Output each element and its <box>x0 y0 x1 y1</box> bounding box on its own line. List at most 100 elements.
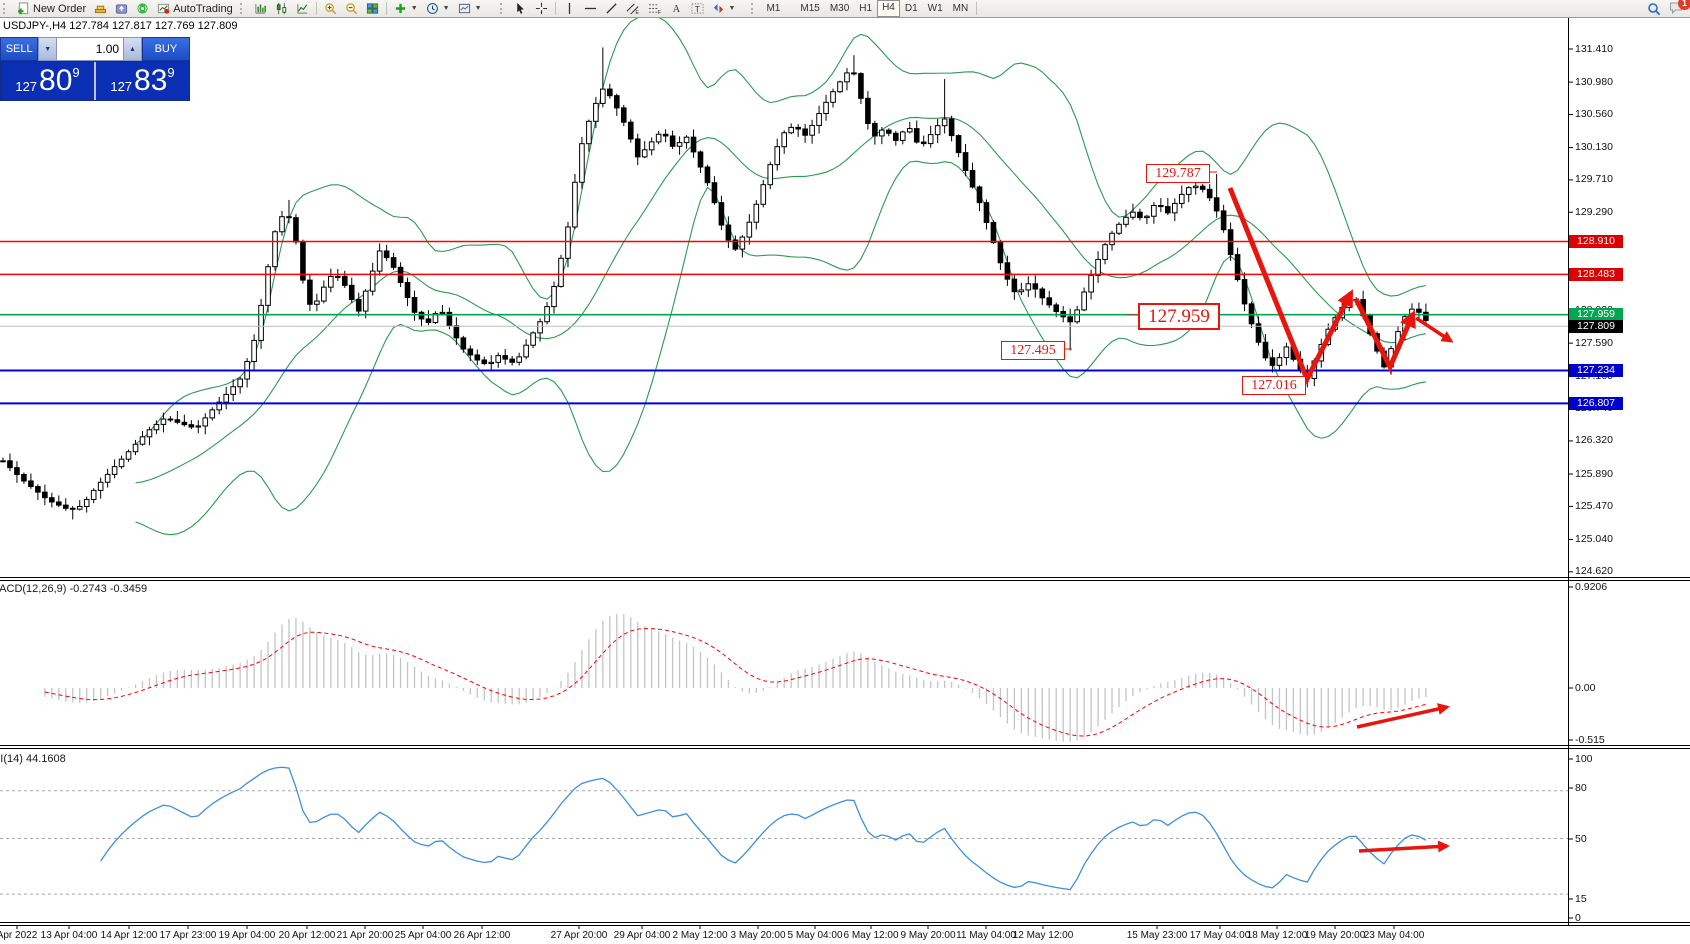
periods-button[interactable]: ▼ <box>422 1 454 16</box>
buy-price-button[interactable]: 127 83 9 <box>96 62 189 100</box>
equidistant-channel-icon: E <box>626 3 639 15</box>
notifications-button[interactable]: 1 <box>1669 0 1690 17</box>
trendline-tool-button[interactable] <box>601 1 622 16</box>
autotrading-icon <box>158 3 170 14</box>
new-order-button[interactable]: New Order <box>13 1 90 16</box>
trend-arrow-annotation[interactable] <box>1415 316 1454 343</box>
chevron-down-icon: ▼ <box>410 5 418 12</box>
tile-windows-button[interactable] <box>362 1 383 16</box>
horizontal-line-tool-button[interactable] <box>580 1 601 16</box>
text-label-icon: T <box>690 3 704 14</box>
buy-price-big: 83 <box>134 64 168 97</box>
toolbar-separator <box>976 2 978 15</box>
autotrading-button[interactable]: AutoTrading <box>153 1 237 16</box>
deposit-button[interactable] <box>90 1 111 16</box>
trend-arrow-annotation[interactable] <box>1353 297 1416 373</box>
volume-increase-button[interactable]: ▲ <box>123 37 142 61</box>
rsi-panel-label: RSI(14) 44.1608 <box>0 753 66 765</box>
toolbar-separator <box>385 2 387 15</box>
sell-button[interactable]: SELL <box>0 37 39 61</box>
vertical-line-tool-button[interactable] <box>559 1 580 16</box>
chevron-down-icon: ▼ <box>442 5 450 12</box>
text-icon: A <box>672 4 680 15</box>
buy-price-prefix: 127 <box>110 79 133 94</box>
trendline-icon <box>605 3 617 14</box>
clock-icon <box>426 3 438 14</box>
tile-windows-icon <box>366 3 378 14</box>
trend-arrow-annotation[interactable] <box>1227 187 1354 386</box>
macd-panel-label: MACD(12,26,9) -0.2743 -0.3459 <box>0 583 148 595</box>
gold-bar-icon <box>95 5 107 14</box>
svg-text:E: E <box>635 10 639 15</box>
toolbar-grip <box>499 3 507 14</box>
autotrading-label: AutoTrading <box>173 2 233 15</box>
timeframe-m30-button[interactable]: M30 <box>829 3 850 14</box>
caret-up-icon: ▲ <box>128 45 136 53</box>
sell-price-button[interactable]: 127 80 9 <box>1 62 96 100</box>
indicators-button[interactable]: ▼ <box>390 1 422 16</box>
candlestick-icon <box>276 2 286 15</box>
arrow-shapes-icon <box>713 3 723 14</box>
chart-ohlc-header: USDJPY-,H4 127.784 127.817 127.769 127.8… <box>3 20 238 32</box>
timeframe-mn-button[interactable]: MN <box>952 3 969 14</box>
timeframe-h4-button[interactable]: H4 <box>877 0 900 17</box>
channel-tool-button[interactable]: E <box>622 1 644 16</box>
one-click-trading-panel: SELL ▼ ▲ BUY 127 80 9 127 83 9 <box>0 37 191 101</box>
publish-chart-button[interactable] <box>111 1 132 16</box>
trend-arrow-annotation[interactable] <box>1356 703 1450 729</box>
caret-down-icon: ▼ <box>44 45 52 53</box>
toolbar-grip <box>3 3 10 14</box>
add-indicator-icon <box>395 3 405 14</box>
svg-text:A: A <box>672 4 680 15</box>
toolbar-grip <box>751 3 758 14</box>
timeframe-m1-button[interactable]: M1 <box>766 3 781 14</box>
trend-arrow-annotation[interactable] <box>1358 840 1450 853</box>
new-order-label: New Order <box>33 2 87 15</box>
buy-button[interactable]: BUY <box>141 37 191 61</box>
template-icon <box>458 3 470 14</box>
toolbar-separator <box>315 2 317 15</box>
arrows-tool-button[interactable]: ▼ <box>708 1 740 16</box>
signals-button[interactable] <box>132 1 153 16</box>
label-tool-button[interactable]: T <box>687 1 708 16</box>
chevron-down-icon: ▼ <box>728 5 736 12</box>
sell-price-pip: 9 <box>72 65 80 80</box>
zoom-in-button[interactable] <box>320 1 341 16</box>
timeframe-m5-button[interactable] <box>785 1 795 16</box>
volume-input[interactable] <box>57 37 124 61</box>
text-tool-button[interactable]: A <box>666 1 687 16</box>
buy-price-pip: 9 <box>167 65 175 80</box>
volume-decrease-button[interactable]: ▼ <box>38 37 58 61</box>
fibonacci-icon: F <box>648 4 661 15</box>
chevron-down-icon: ▼ <box>474 5 482 12</box>
sell-price-big: 80 <box>39 64 73 97</box>
sell-price-prefix: 127 <box>15 79 38 94</box>
timeframe-d1-button[interactable]: D1 <box>904 3 918 14</box>
candlestick-button[interactable] <box>271 1 292 16</box>
cursor-tool-button[interactable] <box>510 1 531 16</box>
timeframe-h1-button[interactable]: H1 <box>859 3 873 14</box>
fibonacci-tool-button[interactable]: F <box>644 1 666 16</box>
crosshair-tool-button[interactable] <box>531 1 552 16</box>
signals-icon <box>137 3 148 14</box>
templates-button[interactable]: ▼ <box>454 1 486 16</box>
search-icon[interactable] <box>1647 2 1661 16</box>
svg-text:F: F <box>657 10 661 15</box>
cursor-icon <box>516 2 524 14</box>
zoom-in-icon <box>324 3 336 15</box>
svg-text:T: T <box>694 4 699 14</box>
zoom-out-icon <box>345 3 357 15</box>
crosshair-icon <box>535 2 547 15</box>
zoom-out-button[interactable] <box>341 1 362 16</box>
bar-chart-button[interactable] <box>250 1 271 16</box>
notification-badge: 1 <box>1678 0 1690 10</box>
toolbar-grip <box>239 3 247 14</box>
timeframe-w1-button[interactable]: W1 <box>927 3 943 14</box>
line-chart-button[interactable] <box>292 1 313 16</box>
new-order-icon <box>17 2 29 15</box>
timeframe-m15-button[interactable]: M15 <box>800 3 820 14</box>
main-toolbar: New Order AutoTrading ▼ ▼ ▼ <box>0 0 1690 18</box>
vertical-line-icon <box>568 2 570 15</box>
line-chart-icon <box>297 3 307 14</box>
